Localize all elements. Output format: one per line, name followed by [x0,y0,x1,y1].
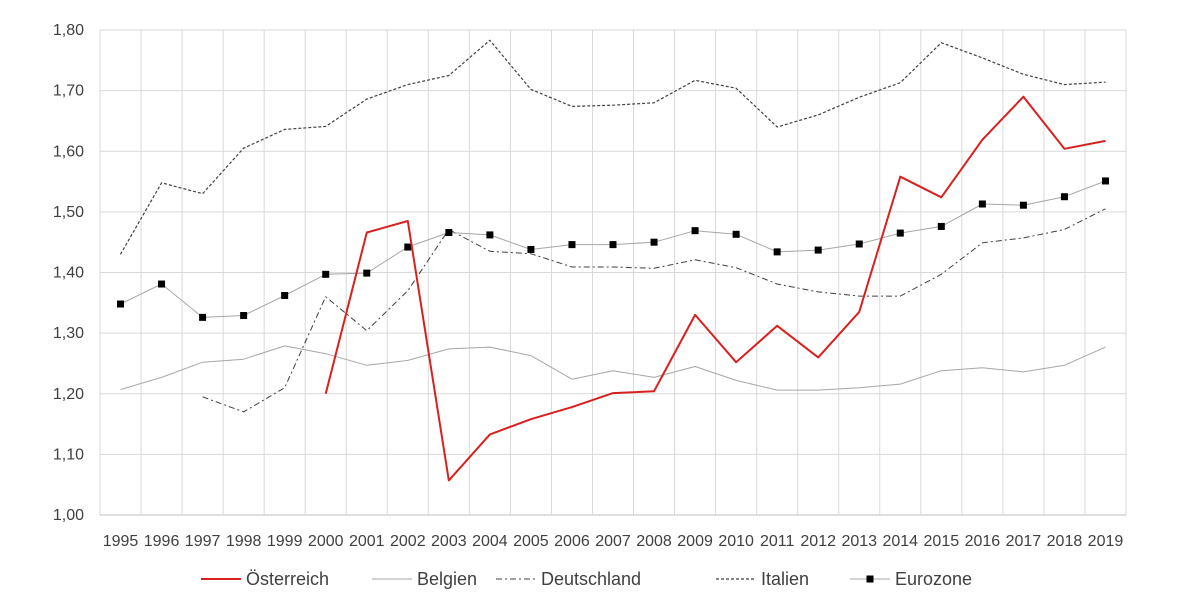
x-tick-label: 1995 [103,533,139,550]
x-axis: 1995 1996 1997 1998 1999 2000 2001 2002 2003 2004… [103,533,1124,550]
x-tick-label: 1997 [185,533,221,550]
y-tick-label: 1,30 [53,325,84,342]
x-tick-label: 2003 [431,533,467,550]
x-tick-label: 1996 [144,533,180,550]
data-point-eurozone [363,269,371,277]
x-tick-label: 2004 [472,533,508,550]
data-point-eurozone [732,230,740,238]
y-tick-label: 1,20 [53,386,84,403]
x-tick-label: 2001 [349,533,385,550]
data-point-eurozone [486,231,494,239]
data-point-eurozone [691,227,699,235]
x-tick-label: 2006 [554,533,590,550]
data-point-eurozone [445,228,453,236]
legend: Österreich Belgien Deutschland Italien Euroz… [201,569,972,589]
data-point-eurozone [158,280,166,288]
legend-label-eurozone: Eurozone [895,569,972,589]
data-point-eurozone [568,241,576,249]
data-point-eurozone [896,229,904,237]
x-tick-label: 2014 [882,533,918,550]
series-line-eurozone [120,180,1106,318]
y-tick-label: 1,40 [53,265,84,282]
data-point-eurozone [814,246,822,254]
data-point-eurozone [322,270,330,278]
series-line-belgien [120,345,1106,391]
y-axis: 1,00 1,10 1,20 1,30 1,40 1,50 1,60 1,70 1,80 [53,22,84,524]
legend-label-oesterreich: Österreich [246,569,329,589]
data-point-eurozone [1101,177,1109,185]
y-tick-label: 1,80 [53,22,84,39]
data-point-eurozone [937,222,945,230]
x-tick-label: 2007 [595,533,631,550]
x-tick-label: 2019 [1088,533,1124,550]
data-point-eurozone [199,313,207,321]
x-tick-label: 2013 [841,533,877,550]
x-tick-label: 2018 [1047,533,1083,550]
legend-marker-eurozone [866,575,874,583]
x-tick-label: 2002 [390,533,426,550]
legend-label-italien: Italien [761,569,809,589]
y-tick-label: 1,00 [53,507,84,524]
x-tick-label: 1999 [267,533,303,550]
data-point-eurozone [240,312,248,320]
data-point-eurozone [281,292,289,300]
x-tick-label: 2017 [1006,533,1042,550]
x-tick-label: 2005 [513,533,549,550]
y-tick-label: 1,50 [53,204,84,221]
data-point-eurozone [650,238,658,246]
data-point-eurozone [117,300,125,308]
x-tick-label: 2000 [308,533,344,550]
x-tick-label: 1998 [226,533,262,550]
data-point-eurozone [978,200,986,208]
x-tick-label: 2016 [965,533,1001,550]
legend-label-deutschland: Deutschland [541,569,641,589]
data-point-eurozone [527,245,535,253]
data-point-eurozone [773,248,781,256]
x-tick-label: 2011 [760,533,795,550]
x-tick-label: 2015 [924,533,960,550]
data-point-eurozone [609,241,617,249]
x-tick-label: 2008 [636,533,672,550]
legend-label-belgien: Belgien [417,569,477,589]
data-point-eurozone [1019,201,1027,209]
x-tick-label: 2012 [800,533,836,550]
y-tick-label: 1,10 [53,446,84,463]
x-tick-label: 2009 [677,533,713,550]
x-tick-label: 2010 [718,533,754,550]
y-tick-label: 1,70 [53,83,84,100]
data-point-eurozone [404,243,412,251]
grid-layer [99,29,1127,516]
series-line-italien [119,39,1106,255]
series-line-oesterreich [324,95,1106,482]
series-line-deutschland [202,208,1106,413]
y-tick-label: 1,60 [53,143,84,160]
data-point-eurozone [855,240,863,248]
series-layer [117,39,1109,482]
data-point-eurozone [1060,193,1068,201]
